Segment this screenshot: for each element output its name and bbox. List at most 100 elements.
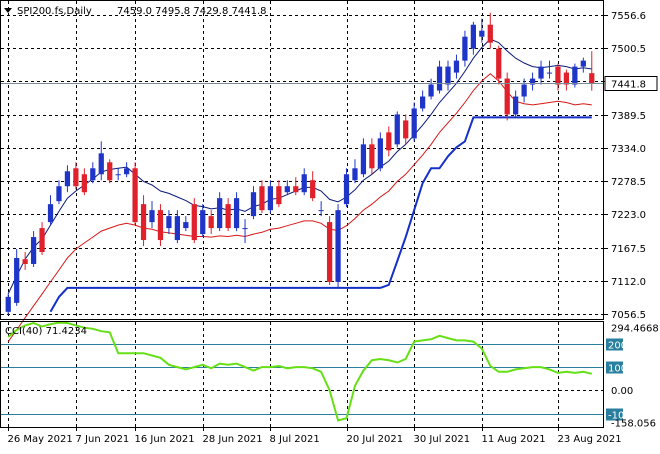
candle-body — [420, 96, 426, 109]
x-tick-label: 11 Aug 2021 — [482, 434, 546, 445]
candle-layer — [5, 12, 595, 315]
candle-body — [572, 66, 578, 85]
candle-body — [200, 210, 206, 235]
candle-body — [504, 78, 510, 115]
candle-body — [107, 162, 113, 181]
candle-body — [81, 174, 87, 193]
candle-body — [259, 186, 265, 211]
cci-tick-label: -158.056 — [611, 419, 656, 430]
price-tick-label: 7112.0 — [611, 277, 646, 288]
dropdown-arrow-icon[interactable] — [4, 8, 12, 13]
candle-body — [428, 84, 434, 97]
candle-body — [394, 114, 400, 145]
cci-label: CCI(40) 71.4234 — [5, 326, 87, 337]
candle-body — [64, 171, 71, 187]
candle-body — [555, 66, 561, 85]
candle-body — [369, 144, 375, 169]
cci-level-tag — [606, 338, 623, 351]
cci-level-tag — [606, 408, 623, 421]
candle-body — [589, 73, 595, 84]
candle-body — [267, 186, 274, 211]
upper-band-line — [7, 38, 592, 295]
main-grid — [1, 1, 604, 319]
price-tick-label: 7056.5 — [611, 310, 646, 321]
support-line — [49, 116, 592, 313]
candle-body — [293, 186, 299, 193]
header: SPI200.fs,Daily 7459.0 7495.8 7429.8 744… — [4, 6, 267, 17]
x-tick-label: 7 Jun 2021 — [76, 434, 130, 445]
candle-body — [386, 132, 392, 151]
x-tick-label: 23 Aug 2021 — [558, 434, 622, 445]
candle-body — [377, 138, 383, 169]
cci-tick-label: 294.4668 — [611, 324, 659, 335]
candle-body — [233, 198, 240, 229]
candle-body — [14, 257, 20, 303]
x-tick-label: 16 Jun 2021 — [135, 434, 195, 445]
candle-body — [580, 60, 586, 67]
candle-body — [157, 210, 164, 241]
current-price-label: 7441.8 — [611, 80, 646, 91]
candle-body — [140, 204, 147, 241]
candle-body — [115, 174, 121, 176]
x-tick-label: 30 Jul 2021 — [414, 434, 471, 445]
indicator-pane-border — [0, 321, 604, 428]
candle-body — [403, 120, 409, 139]
candle-body — [47, 204, 54, 223]
ohlc-values: 7459.0 7495.8 7429.8 7441.8 — [117, 6, 267, 17]
candle-body — [538, 66, 544, 79]
candle-body — [546, 72, 553, 74]
candle-body — [343, 174, 350, 205]
candle-body — [56, 186, 62, 202]
x-tick-label: 28 Jun 2021 — [203, 434, 263, 445]
candle-body — [335, 210, 341, 282]
candle-body — [276, 186, 282, 205]
candle-body — [208, 216, 214, 229]
candle-body — [124, 168, 130, 175]
candle-body — [98, 153, 104, 175]
price-tick-label: 7389.5 — [611, 111, 646, 122]
indicator-axis: 294.4668 200 100 0.00 -100-158.056 — [606, 324, 659, 430]
candle-body — [30, 237, 37, 264]
candle-body — [242, 228, 248, 230]
price-tick-label: 7278.5 — [611, 177, 646, 188]
candle-body — [301, 174, 307, 193]
candle-body — [318, 210, 324, 212]
candle-body — [513, 96, 519, 115]
candle-body — [521, 84, 527, 97]
candle-body — [360, 144, 367, 175]
main-pane-border — [0, 0, 604, 320]
x-tick-label: 26 May 2021 — [8, 434, 73, 445]
price-tick-label: 7334.0 — [611, 144, 646, 155]
candle-body — [563, 72, 570, 85]
candle-body — [479, 30, 485, 37]
cci-layer — [7, 321, 593, 422]
candle-body — [73, 168, 79, 187]
candle-body — [352, 168, 358, 181]
candle-body — [5, 296, 11, 312]
candle-body — [132, 168, 138, 223]
x-tick-label: 20 Jul 2021 — [347, 434, 404, 445]
candle-body — [39, 228, 45, 253]
candle-body — [453, 60, 460, 73]
cci-tick-label: 0.00 — [611, 386, 633, 397]
support-line-layer — [49, 116, 592, 313]
candle-body — [22, 259, 28, 264]
symbol-label: SPI200.fs,Daily — [17, 6, 92, 17]
cci-line — [7, 321, 593, 422]
candle-body — [326, 222, 333, 282]
lower-band-line — [7, 73, 592, 342]
candle-body — [411, 108, 417, 139]
x-tick-label: 8 Jul 2021 — [270, 434, 320, 445]
cci-tick-label: 100 — [608, 364, 627, 375]
candle-body — [217, 198, 223, 229]
candle-body — [90, 168, 96, 181]
candle-body — [310, 180, 316, 199]
candle-body — [225, 204, 231, 229]
cci-tick-label: -100 — [608, 411, 631, 422]
candle-body — [462, 36, 468, 61]
candle-body — [149, 210, 155, 223]
candle-body — [250, 192, 257, 217]
cci-level-tag — [606, 361, 623, 374]
